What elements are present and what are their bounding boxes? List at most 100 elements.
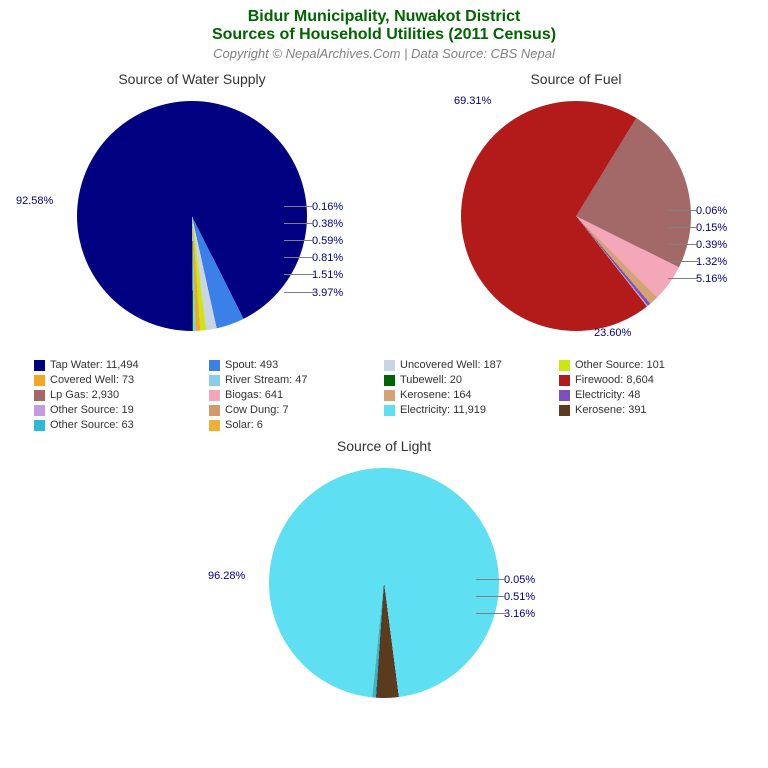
legend-swatch bbox=[559, 405, 570, 416]
leader-line bbox=[284, 240, 314, 241]
legend: Tap Water: 11,494 Spout: 493 Uncovered Wel… bbox=[34, 359, 734, 434]
legend-label: Other Source: 101 bbox=[575, 359, 665, 371]
legend-item: Cow Dung: 7 bbox=[209, 404, 384, 416]
fuel-pie-wrapper: 69.31%0.06%0.15%0.39%1.32%5.16%23.60% bbox=[396, 91, 756, 341]
legend-label: Other Source: 63 bbox=[50, 419, 134, 431]
leader-line bbox=[476, 613, 506, 614]
legend-item: Spout: 493 bbox=[209, 359, 384, 371]
leader-line bbox=[668, 278, 698, 279]
legend-label: Electricity: 48 bbox=[575, 389, 640, 401]
legend-label: Solar: 6 bbox=[225, 419, 263, 431]
legend-swatch bbox=[34, 405, 45, 416]
leader-line bbox=[284, 257, 314, 258]
leader-line bbox=[476, 579, 506, 580]
light-pie-wrapper: 96.28% 0.05% 0.51% 3.16% bbox=[204, 458, 564, 708]
legend-item: Tap Water: 11,494 bbox=[34, 359, 209, 371]
legend-swatch bbox=[384, 405, 395, 416]
legend-item: Solar: 6 bbox=[209, 419, 384, 431]
legend-item: Uncovered Well: 187 bbox=[384, 359, 559, 371]
legend-item: Tubewell: 20 bbox=[384, 374, 559, 386]
legend-swatch bbox=[559, 390, 570, 401]
legend-item: Other Source: 19 bbox=[34, 404, 209, 416]
top-charts-row: Source of Water Supply 92.58% 0.16% 0.38% 0… bbox=[0, 71, 768, 351]
legend-label: Kerosene: 164 bbox=[400, 389, 472, 401]
legend-item: Covered Well: 73 bbox=[34, 374, 209, 386]
bottom-chart-row: Source of Light 96.28% 0.05% 0.51% 3.16% bbox=[0, 438, 768, 718]
legend-swatch bbox=[384, 390, 395, 401]
pie-label: 0.38% bbox=[312, 218, 343, 230]
legend-item: Electricity: 48 bbox=[559, 389, 734, 401]
pie-label: 0.39% bbox=[696, 239, 727, 251]
legend-label: Tap Water: 11,494 bbox=[50, 359, 139, 371]
legend-item: River Stream: 47 bbox=[209, 374, 384, 386]
legend-item: Biogas: 641 bbox=[209, 389, 384, 401]
fuel-pie bbox=[461, 101, 691, 331]
copyright-text: Copyright © NepalArchives.Com | Data Sou… bbox=[0, 46, 768, 61]
legend-label: River Stream: 47 bbox=[225, 374, 308, 386]
pie-label: 0.51% bbox=[504, 591, 535, 603]
legend-swatch bbox=[559, 375, 570, 386]
pie-label: 0.05% bbox=[504, 574, 535, 586]
water-pie bbox=[77, 101, 307, 331]
light-chart-title: Source of Light bbox=[204, 438, 564, 454]
light-pie bbox=[269, 468, 499, 698]
pie-label: 96.28% bbox=[208, 570, 245, 582]
leader-line bbox=[284, 206, 314, 207]
leader-line bbox=[284, 223, 314, 224]
legend-label: Cow Dung: 7 bbox=[225, 404, 289, 416]
legend-item: Other Source: 101 bbox=[559, 359, 734, 371]
leader-line bbox=[284, 274, 314, 275]
pie-label: 1.32% bbox=[696, 256, 727, 268]
legend-label: Firewood: 8,604 bbox=[575, 374, 654, 386]
water-pie-wrapper: 92.58% 0.16% 0.38% 0.59% 0.81% 1.51% 3.97% bbox=[12, 91, 372, 341]
legend-item: Lp Gas: 2,930 bbox=[34, 389, 209, 401]
leader-line bbox=[476, 596, 506, 597]
title-line2: Sources of Household Utilities (2011 Cen… bbox=[0, 26, 768, 44]
water-chart-title: Source of Water Supply bbox=[12, 71, 372, 87]
legend-swatch bbox=[559, 360, 570, 371]
legend-swatch bbox=[209, 360, 220, 371]
pie-label: 0.81% bbox=[312, 252, 343, 264]
legend-label: Uncovered Well: 187 bbox=[400, 359, 502, 371]
pie-label: 92.58% bbox=[16, 195, 53, 207]
legend-label: Covered Well: 73 bbox=[50, 374, 134, 386]
legend-label: Tubewell: 20 bbox=[400, 374, 462, 386]
pie-label: 0.06% bbox=[696, 205, 727, 217]
legend-swatch bbox=[34, 375, 45, 386]
pie-label: 3.16% bbox=[504, 608, 535, 620]
pie-label: 3.97% bbox=[312, 287, 343, 299]
legend-swatch bbox=[209, 420, 220, 431]
legend-swatch bbox=[384, 375, 395, 386]
legend-swatch bbox=[209, 405, 220, 416]
header: Bidur Municipality, Nuwakot District Sou… bbox=[0, 0, 768, 61]
water-chart-container: Source of Water Supply 92.58% 0.16% 0.38% 0… bbox=[12, 71, 372, 351]
pie-label: 0.59% bbox=[312, 235, 343, 247]
legend-item: Other Source: 63 bbox=[34, 419, 209, 431]
light-chart-container: Source of Light 96.28% 0.05% 0.51% 3.16% bbox=[204, 438, 564, 718]
legend-swatch bbox=[34, 420, 45, 431]
legend-label: Biogas: 641 bbox=[225, 389, 283, 401]
legend-label: Electricity: 11,919 bbox=[400, 404, 486, 416]
legend-label: Other Source: 19 bbox=[50, 404, 134, 416]
legend-item: Electricity: 11,919 bbox=[384, 404, 559, 416]
pie-label: 0.16% bbox=[312, 201, 343, 213]
legend-item: Kerosene: 391 bbox=[559, 404, 734, 416]
fuel-chart-container: Source of Fuel 69.31% 0.06% 0.15% 0.39% 1.32… bbox=[396, 71, 756, 351]
legend-swatch bbox=[384, 360, 395, 371]
legend-item: Firewood: 8,604 bbox=[559, 374, 734, 386]
legend-label: Kerosene: 391 bbox=[575, 404, 647, 416]
legend-swatch bbox=[209, 375, 220, 386]
legend-label: Spout: 493 bbox=[225, 359, 278, 371]
pie-label: 5.16% bbox=[696, 273, 727, 285]
leader-line bbox=[668, 210, 698, 211]
legend-swatch bbox=[34, 390, 45, 401]
leader-line bbox=[668, 261, 698, 262]
pie-label: 1.51% bbox=[312, 269, 343, 281]
pie-label: 69.31% bbox=[454, 95, 491, 107]
title-line1: Bidur Municipality, Nuwakot District bbox=[0, 8, 768, 26]
legend-swatch bbox=[34, 360, 45, 371]
legend-item: Kerosene: 164 bbox=[384, 389, 559, 401]
pie-label: 0.15% bbox=[696, 222, 727, 234]
fuel-chart-title: Source of Fuel bbox=[396, 71, 756, 87]
legend-swatch bbox=[209, 390, 220, 401]
